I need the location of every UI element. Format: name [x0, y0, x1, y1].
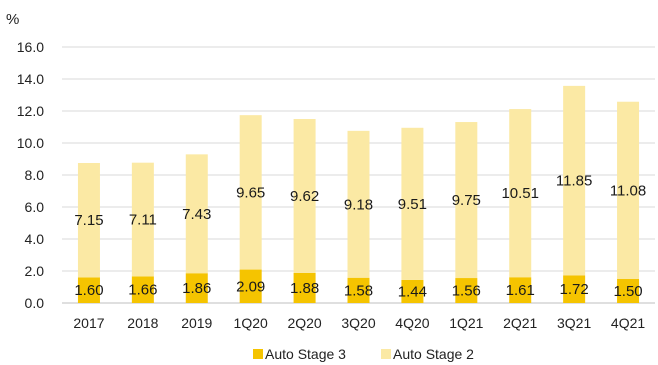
- bar-auto-stage-2: [347, 130, 370, 278]
- legend-label: Auto Stage 2: [393, 346, 474, 362]
- bars: [77, 85, 640, 303]
- x-tick-label: 4Q21: [611, 315, 645, 331]
- data-label-stage-3: 1.86: [182, 280, 211, 297]
- x-tick-label: 3Q21: [557, 315, 591, 331]
- bar-auto-stage-3: [185, 273, 208, 303]
- data-label-stage-2: 7.11: [129, 212, 157, 229]
- data-label-stage-2: 9.65: [236, 184, 265, 201]
- data-label-stage-3: 1.72: [560, 281, 589, 298]
- bar-auto-stage-2: [185, 154, 208, 274]
- data-label-stage-2: 9.62: [290, 188, 319, 205]
- legend-label: Auto Stage 3: [265, 346, 346, 362]
- x-tick-label: 4Q20: [395, 315, 429, 331]
- x-tick-label: 1Q21: [449, 315, 483, 331]
- legend-swatch: [381, 349, 391, 359]
- bar-auto-stage-2: [509, 109, 532, 278]
- data-label-stage-3: 1.61: [506, 282, 535, 299]
- bar-auto-stage-3: [293, 272, 316, 303]
- bar-auto-stage-2: [401, 127, 424, 280]
- bar-auto-stage-2: [455, 122, 478, 279]
- bar-auto-stage-3: [563, 275, 586, 303]
- legend-swatch: [253, 349, 263, 359]
- bar-auto-stage-2: [77, 163, 100, 278]
- x-tick-label: 2Q20: [287, 315, 321, 331]
- y-tick-label: 10.0: [17, 135, 44, 151]
- data-label-stage-3: 2.09: [236, 278, 265, 295]
- y-tick-label: 6.0: [25, 199, 45, 215]
- bar-auto-stage-3: [401, 279, 424, 303]
- data-label-stage-2: 7.15: [74, 212, 103, 229]
- y-tick-label: 16.0: [17, 39, 44, 55]
- data-label-stage-2: 11.85: [556, 173, 592, 190]
- data-label-stage-3: 1.56: [452, 283, 481, 300]
- x-tick-label: 3Q20: [341, 315, 375, 331]
- data-label-stage-2: 7.43: [182, 206, 211, 223]
- data-label-stage-2: 9.75: [452, 192, 481, 209]
- data-label-stage-3: 1.58: [344, 282, 373, 299]
- data-label-stage-3: 1.60: [74, 282, 103, 299]
- legend: Auto Stage 3 Auto Stage 2: [253, 346, 474, 362]
- data-label-stage-3: 1.50: [613, 283, 642, 300]
- x-axis-ticks: 2017 2018 2019 1Q20 2Q20 3Q20 4Q20 1Q21 2Q21 3Q21…: [73, 315, 645, 331]
- bar-auto-stage-2: [563, 85, 586, 276]
- y-tick-label: 12.0: [17, 103, 44, 119]
- x-tick-label: 2017: [73, 315, 104, 331]
- data-labels: 1.60 7.15 1.66 7.11 1.86 7.43 2.09 9.65 1.88 9.62…: [74, 173, 646, 301]
- y-tick-label: 14.0: [17, 71, 44, 87]
- data-label-stage-3: 1.88: [290, 280, 319, 297]
- y-tick-label: 2.0: [25, 263, 45, 279]
- y-axis-ticks: 0.0 2.0 4.0 6.0 8.0 10.0 12.0 14.0 16.0: [17, 39, 44, 311]
- data-label-stage-2: 11.08: [610, 182, 646, 199]
- data-label-stage-3: 1.66: [128, 282, 157, 299]
- bar-auto-stage-3: [455, 278, 478, 303]
- data-label-stage-2: 10.51: [501, 185, 539, 202]
- x-tick-label: 2019: [181, 315, 212, 331]
- bar-auto-stage-2: [131, 162, 154, 277]
- x-tick-label: 1Q20: [234, 315, 268, 331]
- y-unit-label: %: [6, 11, 19, 28]
- bar-auto-stage-2: [617, 101, 640, 279]
- bar-auto-stage-3: [77, 277, 100, 303]
- bar-auto-stage-3: [239, 269, 262, 303]
- y-tick-label: 8.0: [25, 167, 45, 183]
- bar-auto-stage-3: [617, 279, 640, 303]
- bar-auto-stage-2: [239, 115, 262, 270]
- bar-auto-stage-3: [509, 277, 532, 303]
- bar-auto-stage-2: [293, 119, 316, 273]
- data-label-stage-2: 9.18: [344, 196, 373, 213]
- data-label-stage-2: 9.51: [398, 196, 427, 213]
- data-label-stage-3: 1.44: [398, 283, 427, 300]
- bar-auto-stage-3: [347, 277, 370, 303]
- y-tick-label: 4.0: [25, 231, 45, 247]
- y-tick-label: 0.0: [25, 295, 45, 311]
- x-tick-label: 2Q21: [503, 315, 537, 331]
- bar-auto-stage-3: [131, 276, 154, 303]
- x-tick-label: 2018: [127, 315, 158, 331]
